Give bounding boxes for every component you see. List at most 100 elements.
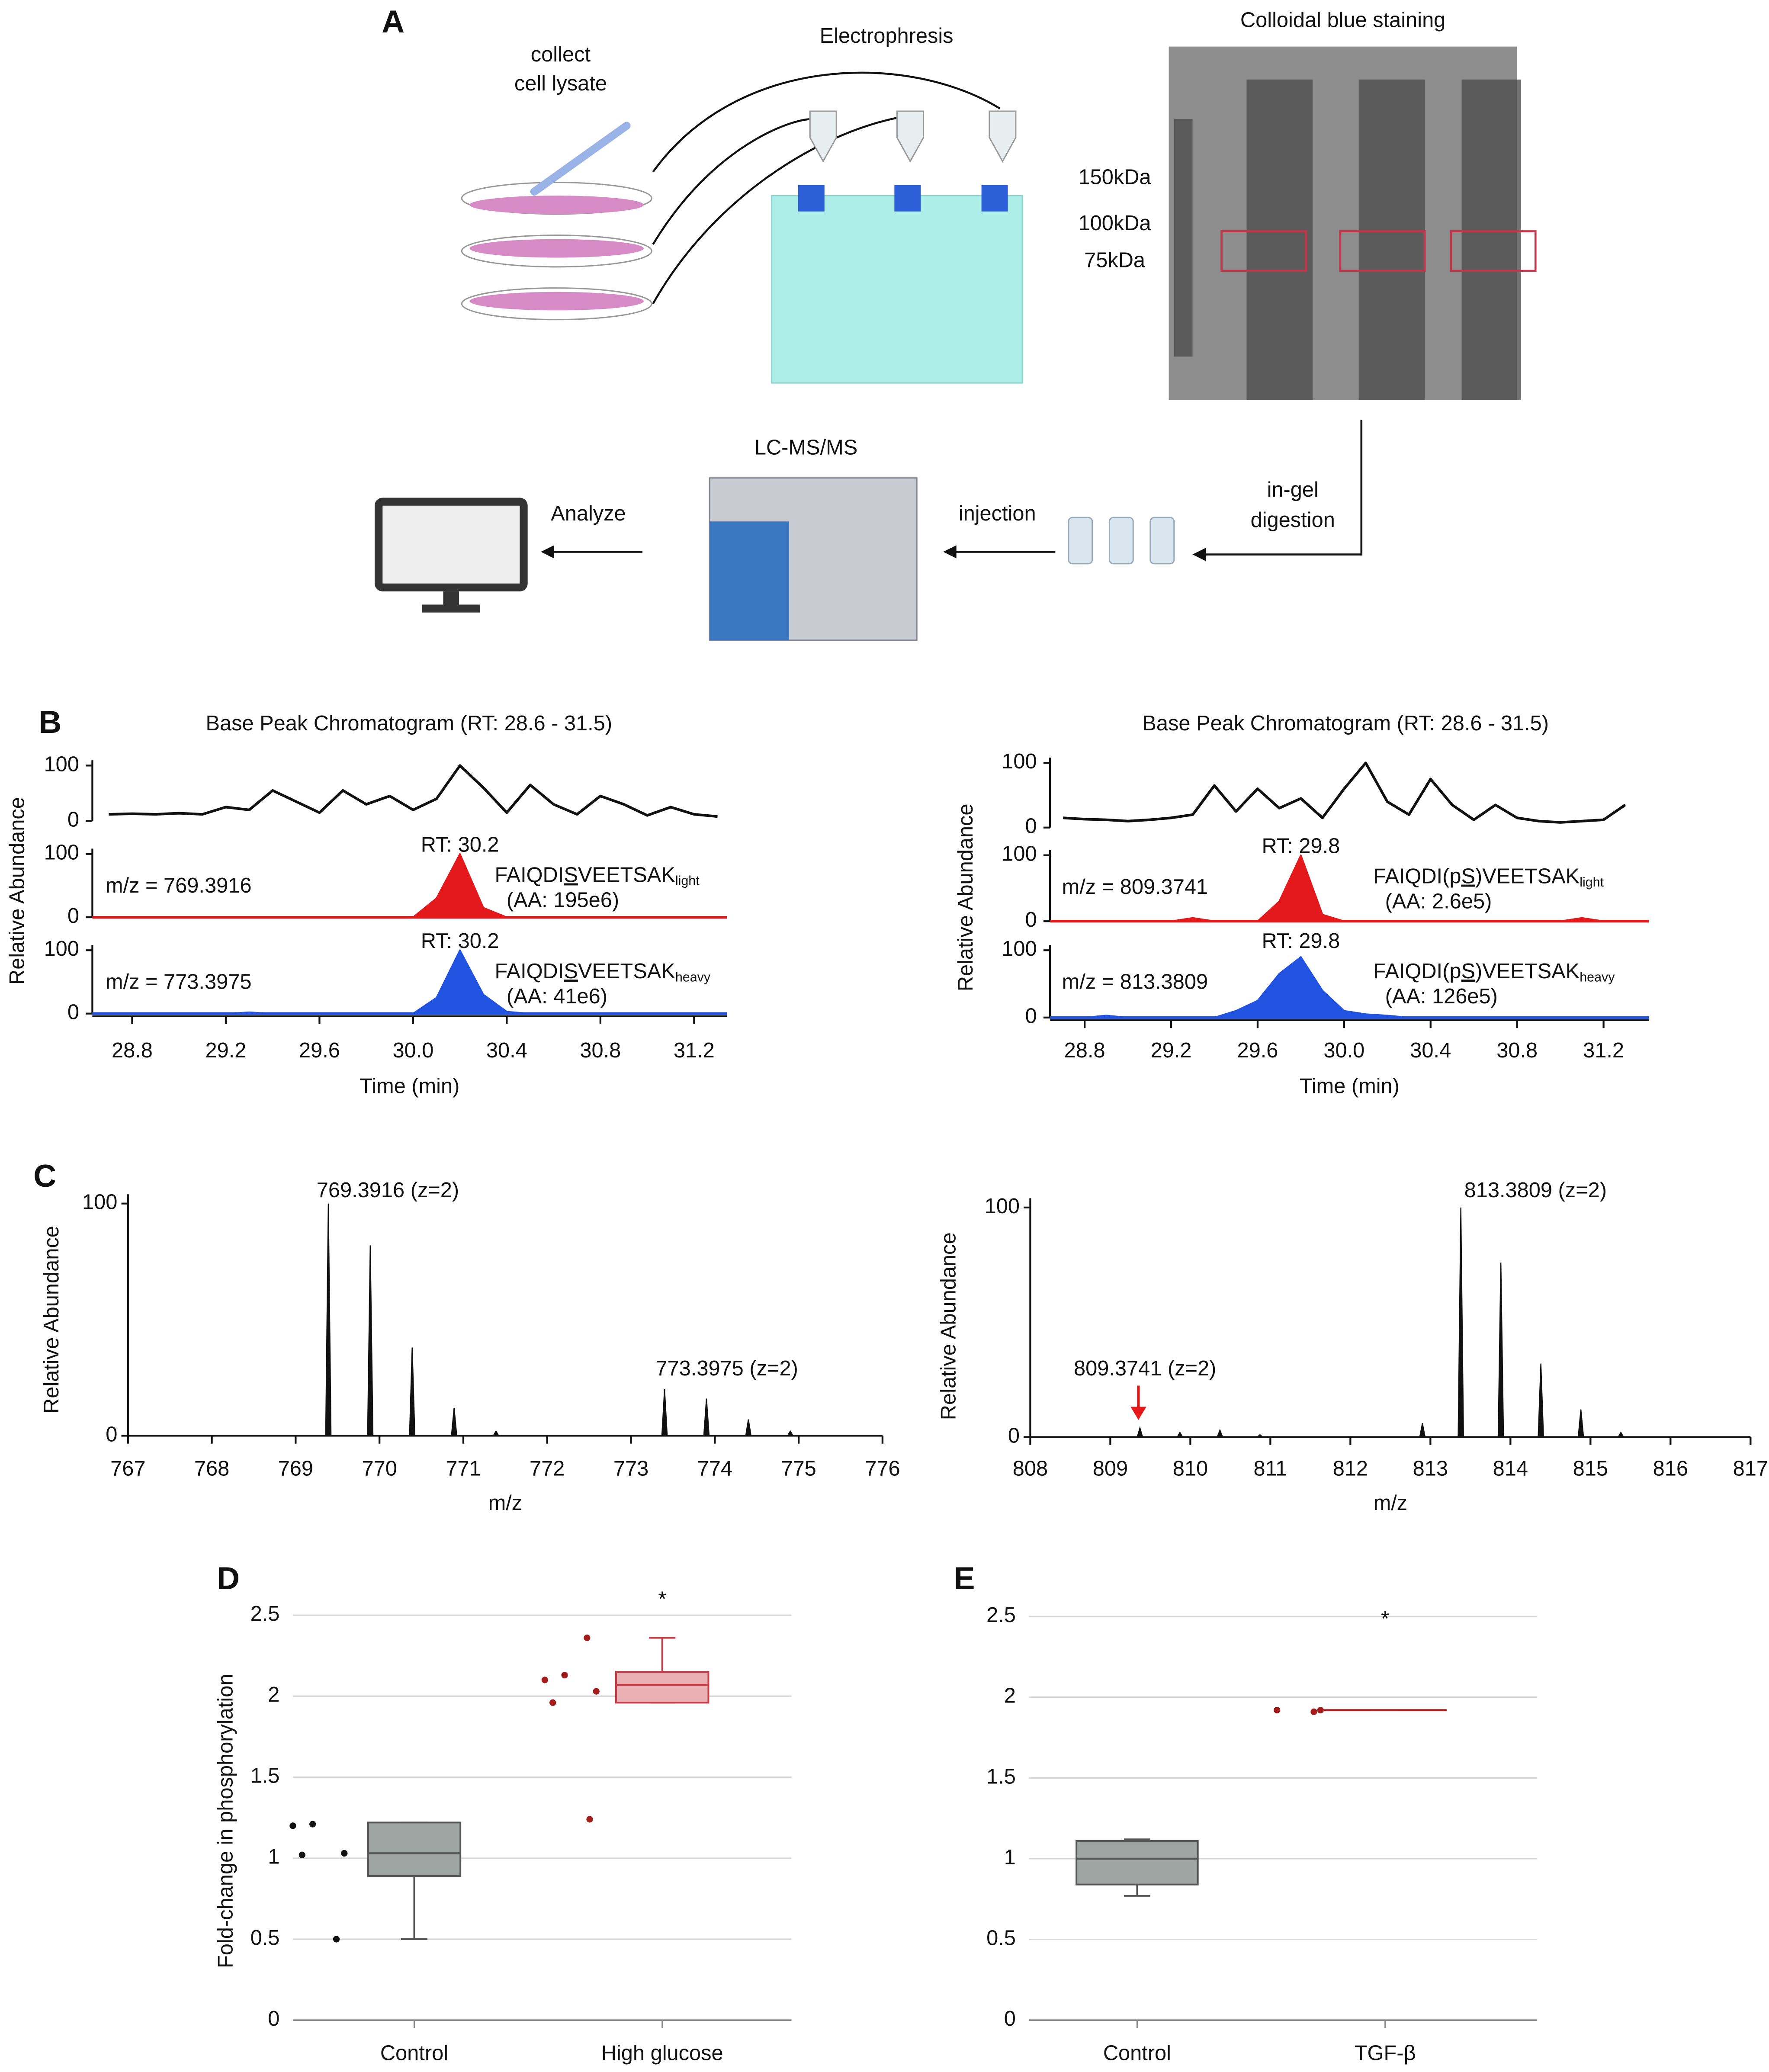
rt-label: RT: 30.2 (421, 929, 499, 953)
y-tick-label: 100 (1002, 937, 1037, 961)
x-tick-label: 771 (446, 1457, 481, 1481)
label: digestion (1251, 508, 1335, 532)
x-tick-label: 30.4 (486, 1039, 527, 1062)
data-point (341, 1850, 348, 1857)
x-tick-label: 810 (1173, 1457, 1208, 1481)
y-axis-label: Relative Abundance (40, 1226, 63, 1413)
annotation-arrowhead (1130, 1407, 1146, 1420)
y-axis-label: Relative Abundance (954, 803, 977, 991)
mz-label: m/z = 813.3809 (1062, 970, 1208, 993)
peak (703, 1398, 710, 1436)
tube (809, 110, 837, 163)
y-tick-label: 2 (1004, 1684, 1016, 1708)
peptide-part: VEETSAK (578, 960, 675, 983)
peak (1137, 1426, 1143, 1438)
tubes (809, 110, 1017, 163)
y-axis-label: Fold-change in phosphorylation (214, 1674, 237, 1968)
vials (1068, 517, 1175, 565)
rt-label: RT: 29.8 (1262, 834, 1340, 858)
x-tick-label: 776 (865, 1457, 900, 1481)
box (367, 1821, 462, 1877)
peptide-label: FAIQDI(pS)VEETSAKheavy (1373, 960, 1615, 984)
y-tick-label: 0 (1004, 2007, 1016, 2030)
y-tick-label: 2 (268, 1683, 279, 1706)
x-tick-label: 815 (1573, 1457, 1608, 1481)
vial (1108, 517, 1134, 565)
x-tick-label: 29.6 (1237, 1039, 1278, 1062)
panel-a: A collect cell lysate Electrophresis Col… (374, 4, 1537, 641)
peptide-subscript: light (675, 874, 700, 888)
y-axis-label: Relative Abundance (6, 797, 29, 985)
y-tick-label: 0 (67, 904, 79, 928)
area-label: (AA: 41e6) (507, 985, 607, 1008)
panel-label: B (39, 704, 61, 740)
peptide-part: VEETSAK (578, 863, 675, 887)
area-label: (AA: 2.6e5) (1385, 890, 1492, 913)
y-tick-label: 2.5 (250, 1602, 280, 1625)
line (1063, 761, 1626, 824)
peak (745, 1419, 752, 1436)
lane (1246, 79, 1313, 400)
peptide-part: FAIQDI (494, 863, 564, 887)
arrowhead (943, 545, 957, 559)
x-tick-label: TGF-β (1355, 2041, 1416, 2065)
peptide-subscript: heavy (1580, 970, 1615, 984)
box (615, 1671, 710, 1704)
tube (896, 110, 924, 163)
peptide-part: S (1461, 864, 1475, 888)
rt-label: RT: 30.2 (421, 833, 499, 856)
y-tick-label: 0.5 (250, 1926, 280, 1950)
x-tick-label: 29.2 (205, 1039, 246, 1062)
excised-band (1450, 230, 1537, 272)
data-point (593, 1688, 600, 1695)
x-axis-label: m/z (488, 1491, 523, 1515)
peak (492, 1430, 500, 1436)
gel-image (1169, 46, 1517, 400)
excised-band (1339, 230, 1426, 272)
y-tick-label: 0 (67, 808, 79, 831)
peak-annotation: 809.3741 (z=2) (1074, 1357, 1216, 1380)
peptide-subscript: heavy (675, 970, 711, 984)
x-tick-label: 809 (1093, 1457, 1128, 1481)
x-tick-label: 770 (362, 1457, 397, 1481)
peptide-part: FAIQDI (494, 960, 564, 983)
y-tick-label: 100 (44, 937, 79, 961)
y-tick-label: 0 (268, 2007, 279, 2030)
peptide-label: FAIQDISVEETSAKheavy (494, 960, 710, 984)
y-tick-label: 0 (106, 1423, 117, 1446)
vial (1068, 517, 1093, 565)
excised-band (1220, 230, 1307, 272)
x-tick-label: 30.4 (1410, 1039, 1451, 1062)
x-tick-label: 30.0 (1323, 1039, 1364, 1062)
label: collect (531, 43, 591, 66)
label: Colloidal blue staining (1240, 9, 1445, 32)
y-tick-label: 0 (67, 1001, 79, 1024)
peak (367, 1245, 374, 1436)
peak (787, 1430, 794, 1436)
y-tick-label: 1 (268, 1845, 279, 1869)
peptide-part: )VEETSAK (1475, 960, 1580, 983)
peak (1538, 1363, 1544, 1438)
mz-label: m/z = 769.3916 (106, 874, 252, 897)
peak (661, 1389, 668, 1436)
lane (1358, 79, 1425, 400)
peak (451, 1407, 458, 1436)
y-tick-label: 0 (1008, 1424, 1020, 1447)
dish-medium (469, 239, 644, 258)
data-point (561, 1672, 568, 1679)
x-tick-label: 812 (1333, 1457, 1368, 1481)
data-point (1310, 1708, 1317, 1715)
pipette (530, 122, 631, 196)
panel-label: E (954, 1561, 975, 1596)
label: in-gel (1267, 478, 1319, 501)
x-tick-label: 28.8 (112, 1039, 153, 1062)
data-point (586, 1816, 593, 1823)
data-point (541, 1677, 548, 1683)
monitor (374, 498, 528, 591)
x-tick-label: 768 (194, 1457, 229, 1481)
data-point (333, 1936, 340, 1943)
chart-title: Base Peak Chromatogram (RT: 28.6 - 31.5) (1142, 712, 1549, 735)
x-axis-label: Time (min) (1300, 1074, 1400, 1098)
x-tick-label: 811 (1254, 1457, 1287, 1481)
peptide-part: FAIQDI(p (1373, 864, 1461, 888)
